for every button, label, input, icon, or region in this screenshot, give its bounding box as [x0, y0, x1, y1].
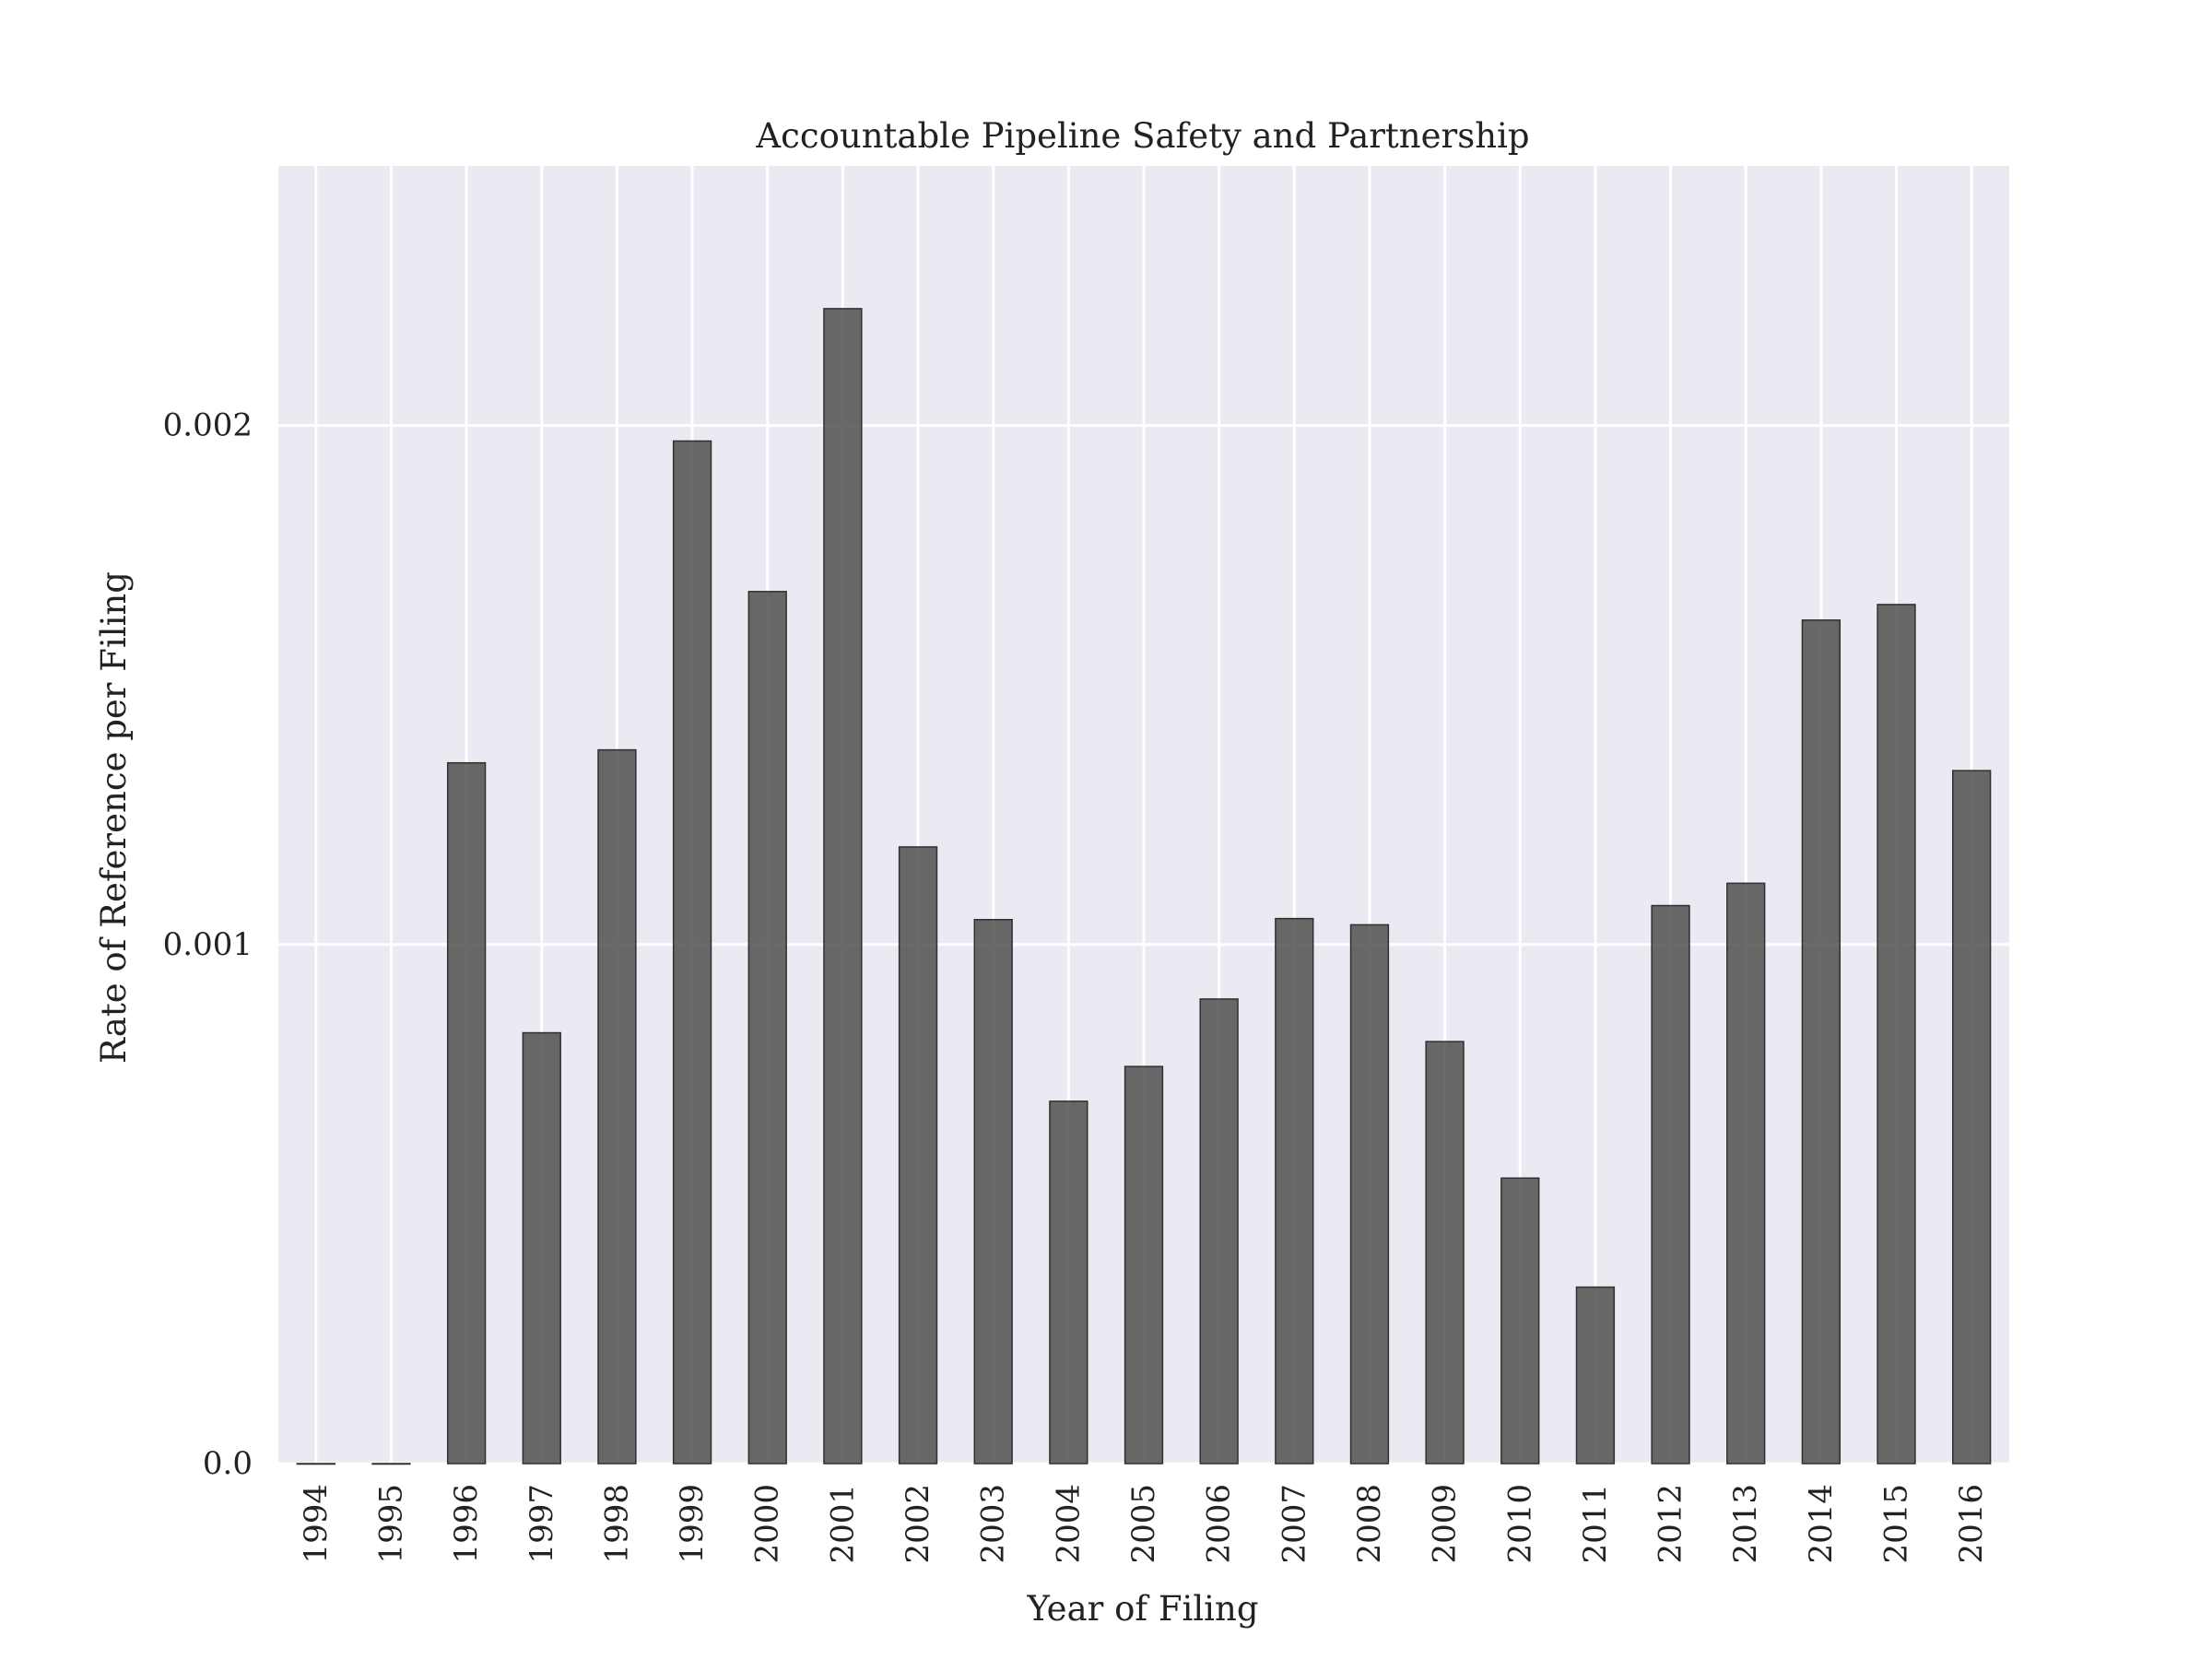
bar-2008: [1349, 924, 1390, 1465]
chart-title: Accountable Pipeline Safety and Partners…: [755, 116, 1529, 156]
x-tick-label: 2006: [1201, 1484, 1238, 1564]
x-tick-label: 2002: [900, 1484, 936, 1564]
x-tick-label: 1999: [674, 1484, 711, 1564]
x-tick-label: 1997: [524, 1484, 560, 1564]
x-tick-label: 2015: [1878, 1484, 1915, 1564]
bar-2000: [747, 591, 787, 1465]
x-tick-label: 2009: [1427, 1484, 1464, 1564]
y-axis-label: Rate of Reference per Filing: [94, 571, 134, 1064]
x-tick-label: 2008: [1351, 1484, 1388, 1564]
x-tick-labels: 1994 1995 1996 1997 1998 1999 2000 2001 2002 2003…: [298, 1484, 1990, 1564]
bar-2013: [1726, 882, 1766, 1465]
x-tick-label: 2004: [1050, 1484, 1087, 1564]
bar-2004: [1049, 1100, 1088, 1465]
x-tick-label: 2003: [975, 1484, 1012, 1564]
bar-1995: [371, 1463, 411, 1465]
bar-1999: [672, 440, 712, 1465]
x-tick-label: 2000: [749, 1484, 786, 1564]
x-axis-label: Year of Filing: [1026, 1589, 1258, 1629]
y-tick-label: 0.002: [163, 407, 253, 444]
bar-2007: [1275, 917, 1314, 1465]
bar-1996: [446, 761, 487, 1465]
x-tick-label: 2014: [1803, 1484, 1840, 1564]
bar-2012: [1651, 904, 1690, 1465]
bar-2011: [1575, 1286, 1616, 1465]
bar-2010: [1500, 1177, 1540, 1465]
bars: [296, 308, 1992, 1465]
bar-2014: [1801, 619, 1841, 1465]
bar-1994: [296, 1463, 335, 1465]
y-tick-labels: 0.0 0.001 0.002: [163, 407, 253, 1482]
y-tick-label: 0.0: [203, 1445, 253, 1482]
x-tick-label: 2007: [1276, 1484, 1312, 1564]
x-tick-label: 2001: [824, 1484, 861, 1564]
bar-2005: [1124, 1065, 1164, 1465]
bar-2015: [1877, 604, 1916, 1465]
x-tick-label: 2016: [1953, 1484, 1990, 1564]
bar-2001: [823, 308, 863, 1465]
bar-1998: [597, 748, 637, 1465]
x-tick-label: 2011: [1577, 1484, 1614, 1564]
bar-2006: [1199, 998, 1239, 1465]
bar-2002: [898, 846, 938, 1465]
bar-2016: [1952, 770, 1992, 1465]
x-tick-label: 2010: [1501, 1484, 1538, 1564]
bar-2009: [1425, 1041, 1465, 1465]
bar-1997: [522, 1031, 561, 1465]
y-tick-label: 0.001: [163, 926, 253, 963]
x-tick-label: 2012: [1653, 1484, 1689, 1564]
x-tick-label: 1995: [372, 1484, 409, 1564]
x-tick-label: 1994: [298, 1484, 335, 1564]
x-tick-label: 1996: [448, 1484, 485, 1564]
bar-2003: [973, 919, 1013, 1465]
x-tick-label: 2013: [1727, 1484, 1764, 1564]
x-tick-label: 2005: [1125, 1484, 1162, 1564]
x-tick-label: 1998: [598, 1484, 635, 1564]
